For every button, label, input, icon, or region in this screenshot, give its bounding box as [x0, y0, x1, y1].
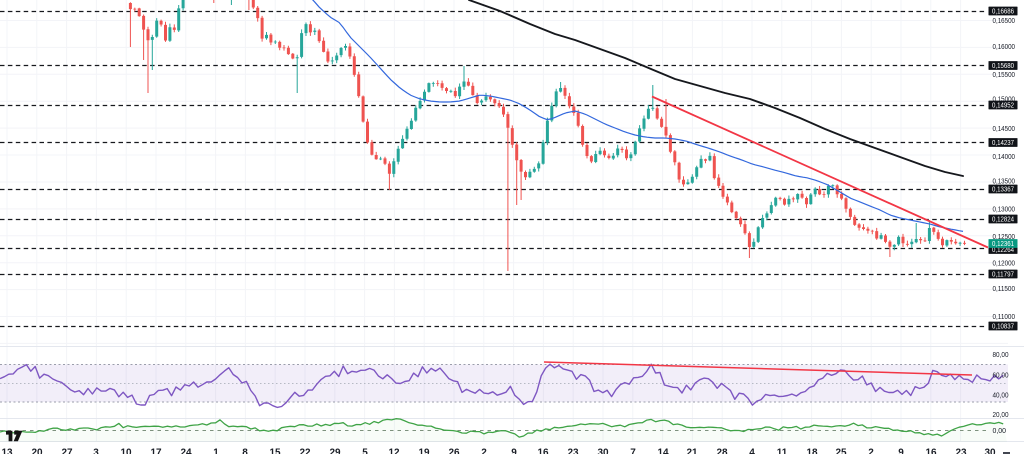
svg-text:12: 12 [388, 448, 400, 454]
svg-text:0,15000: 0,15000 [993, 95, 1016, 104]
svg-text:0,15500: 0,15500 [993, 70, 1016, 79]
svg-text:0,11797: 0,11797 [992, 270, 1014, 279]
svg-text:0,14237: 0,14237 [992, 138, 1014, 147]
svg-text:18: 18 [806, 448, 818, 454]
svg-text:19: 19 [418, 448, 430, 454]
svg-text:2: 2 [868, 448, 874, 454]
svg-text:0,12264: 0,12264 [992, 245, 1014, 254]
svg-text:5: 5 [362, 448, 368, 454]
svg-text:0,12000: 0,12000 [993, 258, 1016, 267]
svg-text:17: 17 [150, 448, 162, 454]
svg-text:27: 27 [61, 448, 73, 454]
svg-text:20,00: 20,00 [993, 410, 1009, 419]
svg-text:16: 16 [537, 448, 549, 454]
svg-text:15: 15 [269, 448, 281, 454]
svg-text:0,13000: 0,13000 [993, 205, 1016, 214]
svg-text:40,00: 40,00 [993, 391, 1009, 400]
svg-text:24: 24 [180, 448, 192, 454]
svg-text:0,16500: 0,16500 [993, 16, 1016, 25]
svg-text:0,15680: 0,15680 [992, 61, 1014, 70]
svg-text:0,16686: 0,16686 [992, 7, 1014, 16]
svg-text:11: 11 [777, 448, 788, 454]
svg-text:0,13367: 0,13367 [992, 185, 1014, 194]
svg-text:1: 1 [213, 448, 219, 454]
svg-text:23: 23 [567, 448, 579, 454]
svg-text:0,12500: 0,12500 [993, 232, 1016, 241]
svg-text:0,11000: 0,11000 [993, 312, 1016, 321]
svg-text:21: 21 [686, 448, 698, 454]
svg-text:8: 8 [242, 448, 248, 454]
svg-text:30: 30 [597, 448, 609, 454]
svg-text:0,14000: 0,14000 [993, 152, 1016, 161]
svg-text:0,11500: 0,11500 [993, 284, 1016, 293]
svg-text:4: 4 [749, 448, 755, 454]
svg-text:0,13500: 0,13500 [993, 177, 1016, 186]
svg-text:3: 3 [93, 448, 99, 454]
svg-text:23: 23 [955, 448, 967, 454]
svg-text:7: 7 [630, 448, 636, 454]
svg-text:30: 30 [984, 448, 996, 454]
svg-text:0,12361: 0,12361 [992, 239, 1014, 248]
svg-text:22: 22 [299, 448, 311, 454]
svg-text:14: 14 [657, 448, 669, 454]
svg-text:0,10837: 0,10837 [992, 322, 1014, 331]
svg-text:0,12824: 0,12824 [992, 215, 1014, 224]
svg-text:0,14500: 0,14500 [993, 124, 1016, 133]
svg-text:29: 29 [329, 448, 341, 454]
svg-text:28: 28 [716, 448, 728, 454]
svg-text:13: 13 [1, 448, 13, 454]
svg-text:9: 9 [898, 448, 904, 454]
svg-text:9: 9 [511, 448, 517, 454]
svg-text:80,00: 80,00 [993, 350, 1009, 359]
svg-text:0,16000: 0,16000 [993, 42, 1016, 51]
svg-text:20: 20 [31, 448, 43, 454]
svg-text:25: 25 [835, 448, 847, 454]
svg-text:2: 2 [481, 448, 487, 454]
svg-text:26: 26 [448, 448, 460, 454]
svg-text:10: 10 [120, 448, 132, 454]
svg-text:16: 16 [925, 448, 937, 454]
svg-text:60,00: 60,00 [993, 371, 1009, 380]
svg-text:0,14952: 0,14952 [992, 101, 1014, 110]
svg-text:0,00: 0,00 [993, 426, 1007, 435]
